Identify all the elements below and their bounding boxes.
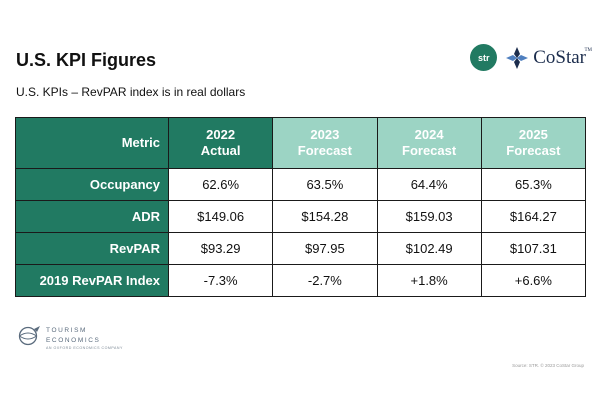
column-type: Forecast: [297, 143, 352, 158]
row-label: 2019 RevPAR Index: [15, 264, 169, 297]
costar-name: CoStar: [533, 46, 586, 68]
table-header-row: Metric 2022 Actual 2023 Forecast 2024 Fo…: [15, 117, 587, 169]
str-logo: str: [470, 44, 498, 71]
column-year: 2022: [206, 127, 236, 142]
table-cell: $97.95: [272, 232, 378, 265]
costar-trademark: TM: [584, 47, 593, 53]
header-logos: str CoStar TM: [470, 44, 592, 71]
tourism-economics-name-line2: ECONOMICS: [46, 337, 101, 344]
table-cell: $154.28: [272, 200, 378, 233]
table-cell: 63.5%: [272, 168, 378, 201]
column-year: 2025: [518, 127, 548, 142]
page-title: U.S. KPI Figures: [16, 50, 157, 70]
column-type: Forecast: [506, 143, 561, 158]
tourism-economics-logo: TOURISM ECONOMICS AN OXFORD ECONOMICS CO…: [16, 325, 123, 350]
table-cell: +1.8%: [376, 264, 482, 297]
column-year: 2023: [310, 127, 340, 142]
column-header: 2024 Forecast: [376, 117, 482, 169]
table-cell: -7.3%: [167, 264, 274, 297]
row-label: ADR: [15, 200, 169, 233]
column-header: 2023 Forecast: [272, 117, 378, 169]
table-cell: $93.29: [167, 232, 274, 265]
column-header: 2025 Forecast: [480, 117, 587, 169]
table-cell: $107.31: [480, 232, 587, 265]
table-cell: $159.03: [376, 200, 482, 233]
column-header: 2022 Actual: [167, 117, 274, 169]
table-cell: 62.6%: [167, 168, 274, 201]
column-type: Forecast: [402, 143, 457, 158]
column-type: Actual: [200, 143, 241, 158]
costar-logo-icon: [506, 46, 529, 69]
table-cell: $102.49: [376, 232, 482, 265]
row-label: Occupancy: [15, 168, 169, 201]
source-note: Source: STR. © 2023 CoStar Group: [512, 363, 584, 368]
tourism-economics-icon: [18, 326, 40, 346]
row-label: RevPAR: [15, 232, 169, 265]
kpi-table: Metric 2022 Actual 2023 Forecast 2024 Fo…: [15, 117, 587, 297]
table-cell: +6.6%: [480, 264, 587, 297]
tourism-economics-tagline: AN OXFORD ECONOMICS COMPANY: [46, 346, 123, 350]
table-cell: 64.4%: [376, 168, 482, 201]
table-row: 2019 RevPAR Index -7.3% -2.7% +1.8% +6.6…: [15, 264, 587, 297]
table-cell: 65.3%: [480, 168, 587, 201]
table-cell: $164.27: [480, 200, 587, 233]
costar-wordmark: CoStar TM: [533, 46, 592, 69]
metric-column-header: Metric: [15, 117, 169, 169]
table-row: RevPAR $93.29 $97.95 $102.49 $107.31: [15, 232, 587, 265]
page-subtitle: U.S. KPIs – RevPAR index is in real doll…: [16, 85, 246, 99]
tourism-economics-name-line1: TOURISM: [46, 327, 88, 334]
table-cell: $149.06: [167, 200, 274, 233]
column-year: 2024: [414, 127, 444, 142]
table-row: ADR $149.06 $154.28 $159.03 $164.27: [15, 200, 587, 233]
table-cell: -2.7%: [272, 264, 378, 297]
table-row: Occupancy 62.6% 63.5% 64.4% 65.3%: [15, 168, 587, 201]
